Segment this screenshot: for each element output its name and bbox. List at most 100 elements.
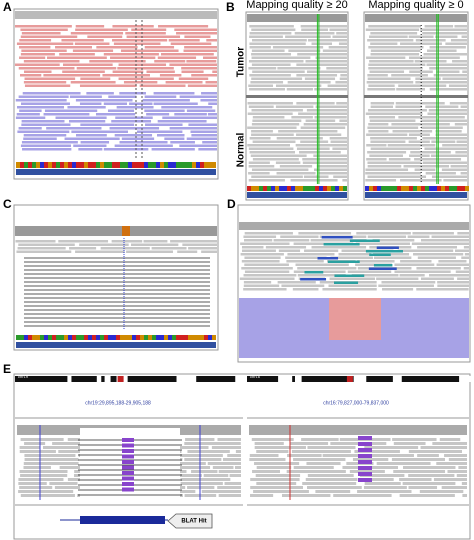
read xyxy=(96,46,138,49)
read xyxy=(169,127,217,130)
read xyxy=(413,253,464,256)
read xyxy=(300,140,329,143)
read xyxy=(248,147,294,150)
base xyxy=(148,162,152,168)
read xyxy=(304,249,339,252)
read xyxy=(80,141,110,144)
read xyxy=(461,35,467,38)
read xyxy=(248,161,270,164)
read xyxy=(79,84,137,87)
read xyxy=(365,454,414,457)
read xyxy=(107,109,135,112)
read xyxy=(180,482,223,485)
coverage xyxy=(15,226,217,236)
read xyxy=(368,109,427,112)
read xyxy=(301,438,339,441)
read xyxy=(23,81,67,84)
read xyxy=(394,263,435,266)
read xyxy=(19,46,51,49)
coverage xyxy=(247,14,347,22)
read xyxy=(277,67,321,70)
read xyxy=(427,112,467,115)
read xyxy=(303,175,329,178)
read xyxy=(435,35,458,38)
base xyxy=(148,335,152,340)
read xyxy=(15,25,72,28)
base xyxy=(92,335,96,340)
base xyxy=(247,186,251,191)
read xyxy=(450,39,467,42)
read xyxy=(46,127,102,130)
read xyxy=(174,28,217,31)
read xyxy=(250,154,307,157)
read xyxy=(49,482,78,485)
base xyxy=(156,162,160,168)
read xyxy=(276,137,323,140)
base xyxy=(192,162,196,168)
read xyxy=(370,53,420,56)
read xyxy=(212,70,217,73)
read xyxy=(427,49,457,52)
read xyxy=(188,123,217,126)
read xyxy=(169,454,223,457)
base xyxy=(168,162,172,168)
read xyxy=(306,109,347,112)
read xyxy=(24,442,46,445)
read xyxy=(431,140,456,143)
base xyxy=(112,335,116,340)
read xyxy=(254,462,300,465)
read xyxy=(422,137,467,140)
read xyxy=(191,74,217,77)
read xyxy=(417,256,456,259)
read xyxy=(249,454,279,457)
base xyxy=(184,335,188,340)
read xyxy=(292,288,319,291)
read xyxy=(300,126,346,129)
read xyxy=(18,490,74,493)
read xyxy=(336,102,347,105)
read xyxy=(129,102,153,105)
base xyxy=(393,186,397,191)
read xyxy=(241,249,276,252)
base xyxy=(176,162,180,168)
base xyxy=(72,335,76,340)
gene xyxy=(247,192,347,198)
column-title: Mapping quality ≥ 20 xyxy=(246,0,347,11)
read xyxy=(392,130,433,133)
read xyxy=(54,486,99,489)
tag xyxy=(122,487,134,492)
read xyxy=(208,102,217,105)
base xyxy=(24,162,28,168)
read xyxy=(265,246,307,249)
read xyxy=(308,39,347,42)
read xyxy=(191,470,218,473)
tag xyxy=(358,460,372,464)
read xyxy=(244,270,290,273)
read xyxy=(23,137,57,140)
read xyxy=(367,235,407,238)
read xyxy=(365,168,409,171)
base xyxy=(409,186,413,191)
read xyxy=(19,486,53,489)
read xyxy=(272,46,324,49)
read xyxy=(241,260,280,263)
read xyxy=(207,462,241,465)
read xyxy=(176,32,217,35)
read xyxy=(295,263,349,266)
read xyxy=(19,109,42,112)
read xyxy=(293,466,334,469)
base xyxy=(449,186,453,191)
read xyxy=(249,46,271,49)
read xyxy=(373,256,412,259)
read xyxy=(18,482,47,485)
read xyxy=(414,168,436,171)
read xyxy=(18,243,75,246)
read xyxy=(44,109,98,112)
read xyxy=(364,482,401,485)
base xyxy=(192,335,196,340)
read xyxy=(442,144,467,147)
base xyxy=(72,162,76,168)
chromosome: chr19 xyxy=(18,374,29,379)
read xyxy=(367,77,411,80)
read xyxy=(224,482,241,485)
